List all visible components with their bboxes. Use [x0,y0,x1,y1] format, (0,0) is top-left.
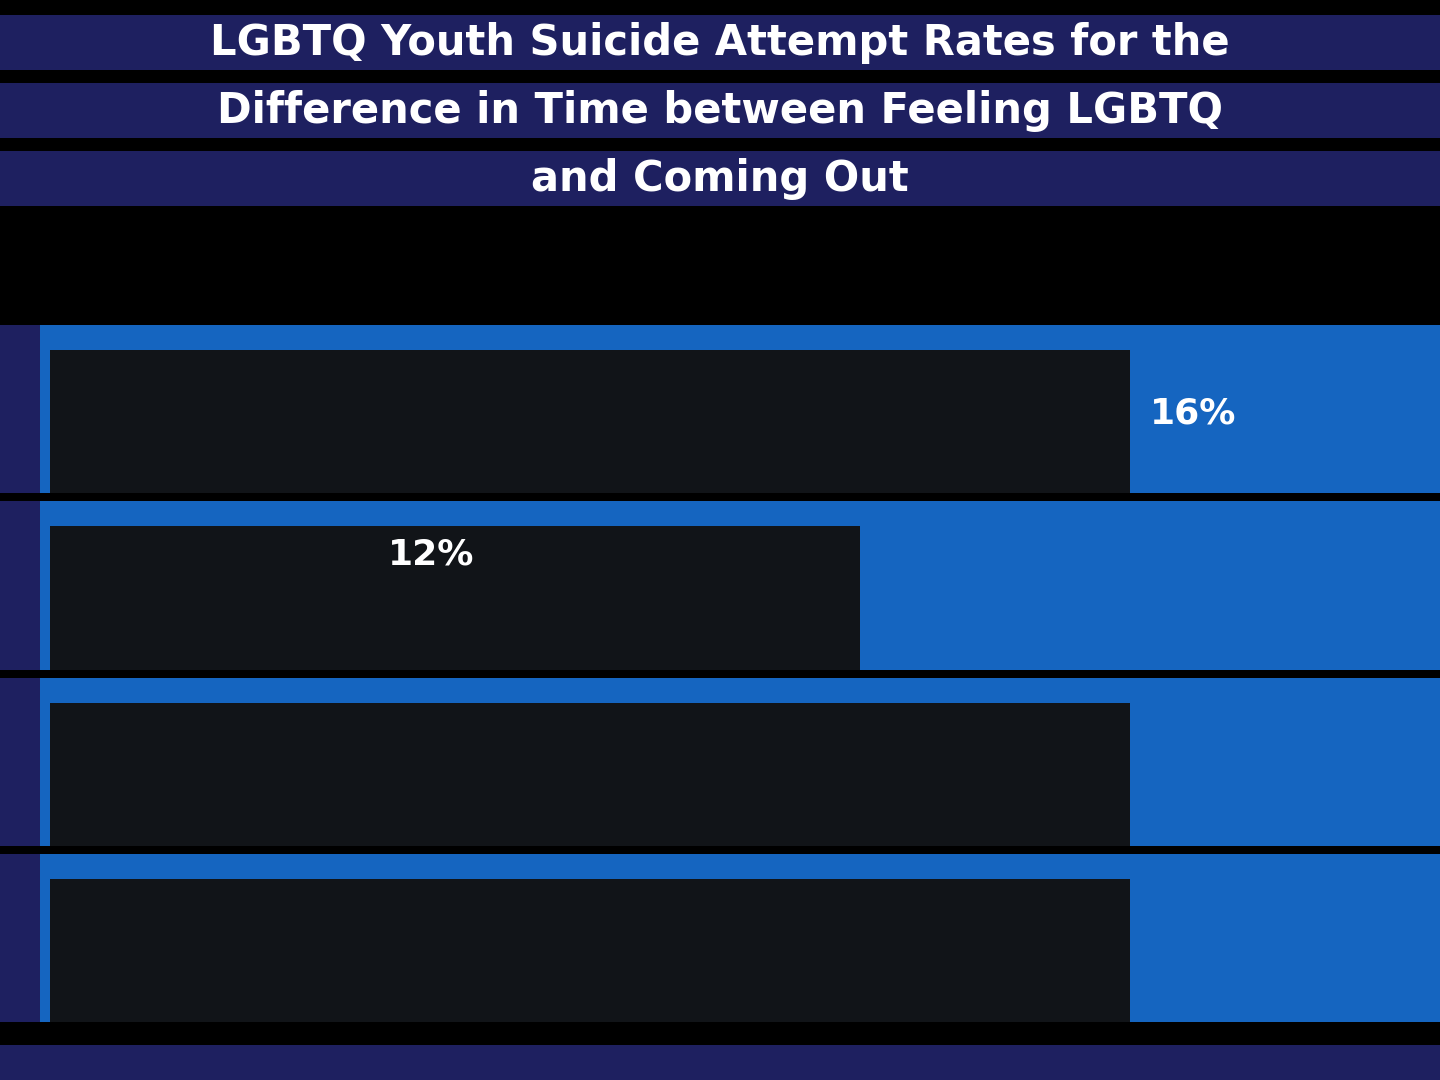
Bar [0,325,1440,494]
Bar [0,677,40,846]
Bar [50,350,1130,494]
Text: Difference in Time between Feeling LGBTQ: Difference in Time between Feeling LGBTQ [217,90,1223,132]
Bar [0,151,1440,206]
Bar [0,1045,1440,1080]
Bar [0,677,1440,846]
Text: and Coming Out: and Coming Out [531,158,909,200]
Bar [0,325,40,494]
Bar [0,15,1440,70]
Text: 16%: 16% [1151,396,1237,430]
Bar [0,854,1440,1022]
Bar [50,526,860,670]
Bar [0,501,1440,670]
Bar [50,879,1130,1022]
Bar [0,854,40,1022]
Bar [0,83,1440,138]
Text: 12%: 12% [387,537,474,571]
Text: LGBTQ Youth Suicide Attempt Rates for the: LGBTQ Youth Suicide Attempt Rates for th… [210,22,1230,64]
Bar [50,703,1130,846]
Bar [0,501,40,670]
